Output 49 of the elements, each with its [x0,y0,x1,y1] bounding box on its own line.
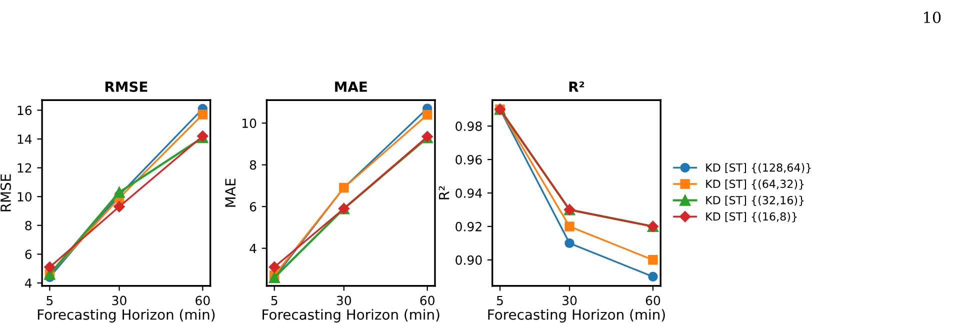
x-axis-title: Forecasting Horizon (min) [262,309,440,323]
x-tick-label: 30 [562,296,577,306]
point [198,110,208,120]
y-tick-label: 10 [242,118,256,128]
x-tick-label: 30 [336,296,352,306]
point [564,238,574,248]
y-tick-label: 6 [250,202,256,212]
chart-title: RMSE [105,81,148,92]
y-tick-label: 0.92 [456,222,482,232]
x-tick-label: 60 [420,296,434,306]
y-tick-label: 16 [18,106,32,116]
y-tick-label: 0.98 [456,122,482,131]
x-tick-label: 30 [112,296,126,306]
x-axis-title: Forecasting Horizon (min) [38,309,215,323]
chart-title: MAE [335,82,367,92]
y-tick-label: 6 [25,250,32,260]
point [114,201,125,212]
x-tick-label: 5 [46,296,53,306]
x-tick-label: 60 [646,296,660,306]
text: 10 [924,12,941,24]
x-tick-label: 5 [496,296,503,306]
y-tick-label: 4 [25,278,32,288]
point [648,255,658,265]
point [114,186,125,198]
y-tick-label: 14 [18,134,32,144]
y-axis-title: RMSE [0,174,11,212]
legend-label: KD [ST] {(128,64)} [706,163,811,174]
y-axis-title: MAE [225,178,236,207]
legend-label: KD [ST] {(32,16)} [706,196,804,206]
x-tick-label: 5 [271,296,278,306]
y-tick-label: 8 [250,160,256,170]
point [648,272,658,282]
legend-label: KD [ST] {(16,8)} [706,212,797,222]
chart-title: R² [569,81,584,92]
y-tick-label: 0.90 [456,255,482,265]
point [268,261,280,273]
y-tick-label: 4 [250,244,256,254]
x-axis-title: Forecasting Horizon (min) [488,309,665,323]
y-tick-label: 10 [18,192,32,202]
point [422,110,432,120]
y-tick-label: 0.94 [456,188,482,198]
x-tick-label: 60 [196,296,210,306]
y-tick-label: 8 [25,220,32,230]
point [44,262,56,273]
y-tick-label: 0.96 [456,155,482,164]
y-axis-title: R² [438,186,450,200]
point [564,222,574,232]
y-tick-label: 12 [18,163,32,173]
legend-label: KD [ST] {(64,32)} [706,179,804,190]
